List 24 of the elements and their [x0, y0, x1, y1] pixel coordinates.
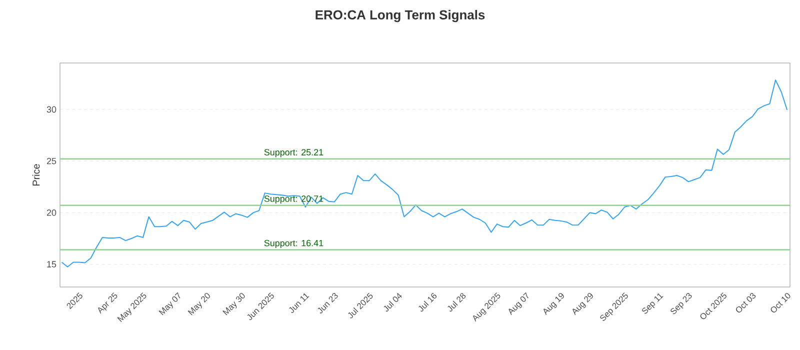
- x-tick-label: Jun 11: [289, 293, 310, 313]
- y-axis-title: Price: [32, 164, 40, 186]
- x-tick-label: Aug 29: [572, 293, 593, 316]
- x-tick-label: Jul 04: [384, 292, 402, 312]
- ref-line-label: Support: 16.41: [264, 240, 324, 248]
- chart-title: ERO:CA Long Term Signals: [316, 10, 485, 22]
- x-tick-label: Oct 03: [736, 292, 756, 312]
- x-tick-label: Jul 16: [418, 293, 437, 312]
- x-tick-label: Apr 25: [98, 292, 118, 314]
- x-tick-label: Jun 23: [318, 292, 338, 314]
- y-tick-label: 15: [47, 261, 56, 268]
- y-tick-label: 20: [46, 209, 56, 216]
- x-tick-label: Jul 28: [448, 293, 466, 312]
- x-tick-label: May 30: [222, 293, 245, 316]
- y-tick-label: 30: [46, 106, 56, 113]
- y-tick-label: 25: [46, 158, 56, 164]
- x-tick-label: May 20: [188, 293, 210, 316]
- ref-line-label: Support: 25.21: [264, 149, 324, 158]
- line-series: [61, 80, 788, 268]
- x-tick-label: Sep 11: [642, 293, 664, 314]
- x-tick-label: Sep 23: [670, 292, 692, 314]
- x-tick-label: Aug 19: [544, 293, 564, 316]
- x-tick-label: May 07: [158, 292, 180, 316]
- x-tick-label: Oct 10: [770, 293, 790, 312]
